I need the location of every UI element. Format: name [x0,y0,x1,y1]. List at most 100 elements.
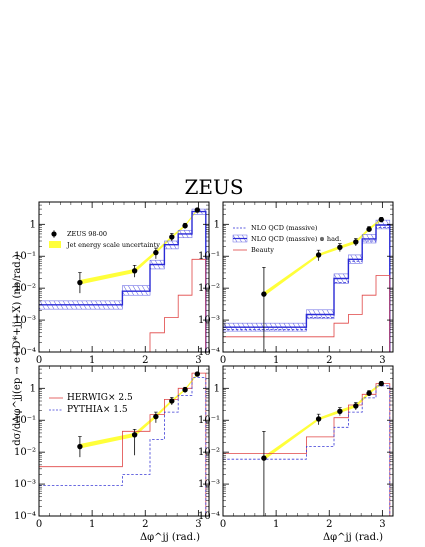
panel-bottom-right: 10⁻⁴ 10⁻³ 10⁻² 10⁻¹ 1 0 1 2 3 [198,365,394,530]
data-point [77,279,83,286]
y-tick-label: 10⁻¹ [198,251,220,262]
y-tick-label: 10⁻³ [198,479,220,490]
data-point [194,371,201,377]
x-tick-label: 2 [326,519,332,530]
data-point [131,432,138,438]
data-point [261,291,267,297]
y-tick-label: 10⁻¹ [14,251,36,262]
y-tick-label: 10⁻¹ [14,415,36,426]
data-point [261,455,267,461]
legend-entry: NLO QCD (massive) [233,224,318,232]
data-point [182,223,188,229]
data-point [378,380,385,387]
panel-bottom-left: 10⁻⁴ 10⁻³ 10⁻² 10⁻¹ 1 0 1 2 3 HERWIG× 2.5 PYTHIA× … [14,365,210,530]
y-tick-label: 10⁻² [198,447,220,458]
x-tick-label: 1 [273,355,279,366]
x-tick-label: 0 [36,519,42,530]
legend-jet-band-swatch [49,241,61,248]
data-point [153,249,159,256]
x-tick-label: 0 [36,355,42,366]
legend-entry: ZEUS 98-00 [51,230,107,238]
y-tick-label: 10⁻² [14,283,36,294]
histogram-line [223,224,391,352]
histogram-beauty [223,275,391,352]
legend-label: PYTHIA× 1.5 [67,405,128,415]
nlo-band-bin [122,285,151,296]
panel-top-right: 10⁻⁴ 10⁻³ 10⁻² 10⁻¹ 1 0 1 2 3 NLO QCD (massive) NL… [198,201,394,366]
data-point [182,387,188,393]
histogram-nlo_band [38,208,207,352]
x-tick-label: 0 [220,519,226,530]
x-tick-label: 2 [326,355,332,366]
y-tick-label: 10⁻⁴ [198,347,220,358]
y-tick-label: 1 [30,383,36,394]
legend-entry: PYTHIA× 1.5 [49,405,128,415]
legend-label: ZEUS 98-00 [67,230,107,238]
x-tick-label: 3 [195,519,201,530]
x-tick-label: 1 [89,355,95,366]
legend-label: NLO QCD (massive) [251,224,318,232]
x-tick-label: 3 [379,519,385,530]
x-tick-label: 0 [220,355,226,366]
histogram-line [223,275,391,352]
histogram-line [39,377,207,516]
y-tick-label: 10⁻⁴ [14,347,36,358]
histogram-line [39,372,207,516]
panels: 10⁻⁴ 10⁻³ 10⁻² 10⁻¹ 1 0 1 2 3 ZEUS 98-00 Jet energ… [14,201,394,530]
y-axis-label: dσ/dΔφ^jj(ep → e+D*+jj+X) (nb/rad.) [12,254,23,446]
data-point [77,443,83,450]
x-tick-label: 3 [195,355,201,366]
histogram-pythia [223,385,391,516]
legend-label: Jet energy scale uncertainty [66,241,160,249]
figure-title: ZEUS [184,175,243,199]
y-tick-label: 1 [214,383,220,394]
data-point [366,226,372,232]
x-axis-label-right: Δφ^jj (rad.) [323,532,383,543]
legend-entry: Jet energy scale uncertainty [49,241,160,249]
y-tick-label: 1 [30,219,36,230]
histogram-herwig [223,383,391,516]
x-tick-label: 1 [273,519,279,530]
data-point [169,398,175,404]
data-point [353,239,359,245]
histogram-line [39,210,207,352]
data-point [337,408,343,415]
data-point [337,244,343,251]
y-tick-label: 10⁻³ [14,315,36,326]
y-tick-label: 10⁻² [14,447,36,458]
legend-label: HERWIG× 2.5 [67,393,133,403]
x-tick-label: 2 [142,519,148,530]
x-tick-label: 2 [142,355,148,366]
y-tick-label: 10⁻³ [198,315,220,326]
x-tick-label: 3 [379,355,385,366]
legend-entry: HERWIG× 2.5 [49,393,133,403]
legend-entry: NLO QCD (massive) ⊗ had. [232,234,341,243]
legend-label: Beauty [251,246,274,254]
histogram-line [223,385,391,516]
panel-frame [222,365,394,517]
y-tick-label: 1 [214,219,220,230]
y-tick-label: 10⁻⁴ [198,511,220,522]
data-point [366,390,372,396]
histogram-line [223,383,391,516]
histogram-dashed [223,227,391,352]
y-tick-label: 10⁻⁴ [14,511,36,522]
data-point [169,234,175,240]
x-tick-label: 1 [89,519,95,530]
data-point [353,403,359,409]
data-point [194,207,201,213]
y-tick-label: 10⁻¹ [198,415,220,426]
data-point [153,413,159,420]
panel-top-left: 10⁻⁴ 10⁻³ 10⁻² 10⁻¹ 1 0 1 2 3 ZEUS 98-00 Jet energ… [14,201,210,366]
histogram-line [223,227,391,352]
y-tick-label: 10⁻³ [14,479,36,490]
data-point [131,268,138,274]
data-point [315,416,322,422]
data-point [315,252,322,258]
legend-entry: Beauty [233,246,274,254]
histogram-herwig [39,372,207,516]
histogram-pythia [39,377,207,516]
data-point [378,216,385,223]
y-tick-label: 10⁻² [198,283,220,294]
